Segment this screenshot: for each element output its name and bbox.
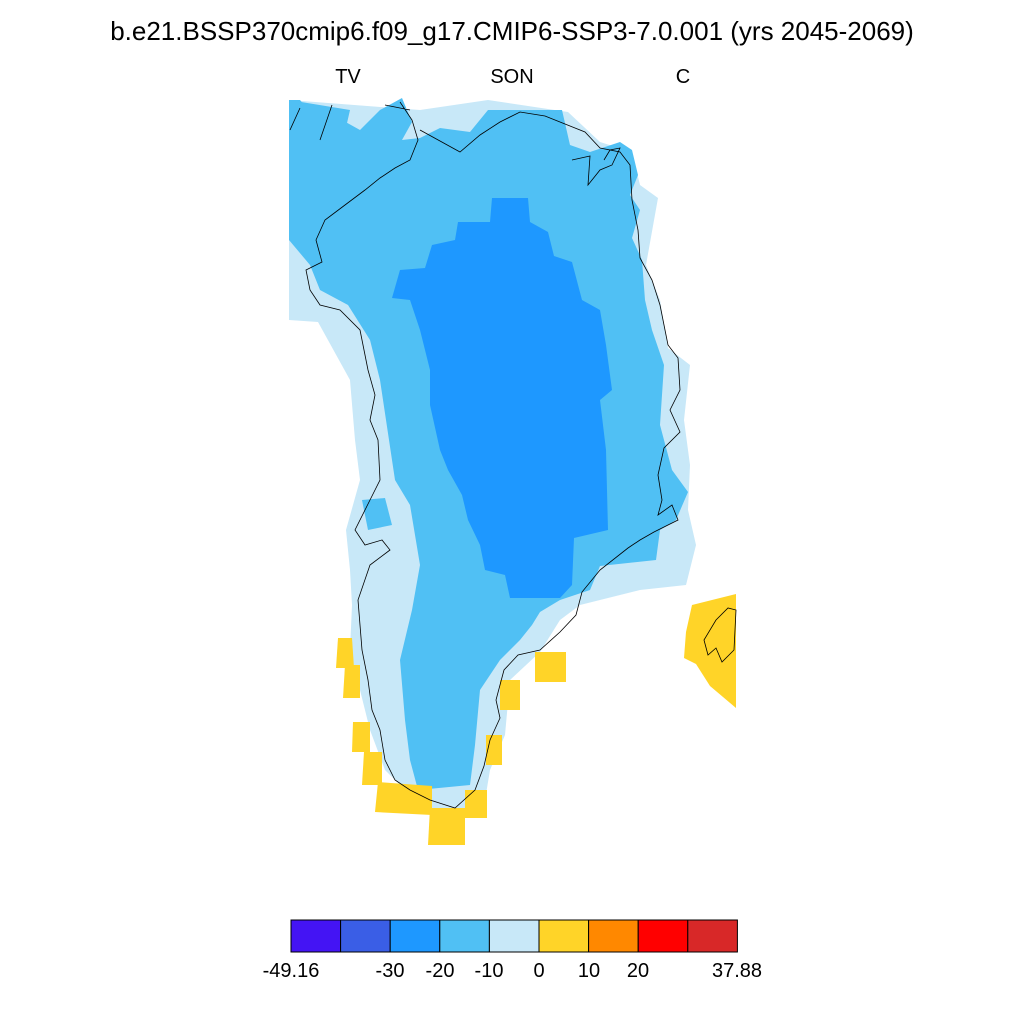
colorbar-tick-label: 37.88 — [711, 960, 763, 982]
colorbar-bin — [488, 919, 540, 953]
plot-title: b.e21.BSSP370cmip6.f09_g17.CMIP6-SSP3-7.… — [110, 16, 914, 46]
colorbar-bin — [637, 919, 689, 953]
colorbar-bin — [389, 919, 441, 953]
subtitle-units: C — [675, 66, 691, 88]
colorbar-tick-label: -49.16 — [262, 960, 320, 982]
colorbar-tick-label: -10 — [474, 960, 504, 982]
colorbar-bin — [340, 919, 391, 953]
region-0-to-10 — [336, 594, 736, 845]
subtitle-variable: TV — [335, 66, 361, 88]
colorbar-bin — [290, 919, 342, 953]
subtitle-season: SON — [490, 66, 534, 88]
colorbar-tick-label: -20 — [425, 960, 455, 982]
colorbar-tick-label: -30 — [375, 960, 405, 982]
colorbar-bin — [588, 919, 639, 953]
region-neg20-to-neg30 — [392, 198, 612, 598]
colorbar-tick-label: 20 — [626, 960, 650, 982]
colorbar-bin — [538, 919, 590, 953]
colorbar-tick-label: 0 — [533, 960, 545, 982]
colorbar-tick-label: 10 — [577, 960, 601, 982]
colorbar — [290, 919, 738, 953]
colorbar-bin — [687, 919, 738, 953]
coastline — [289, 101, 681, 809]
colorbar-bin — [439, 919, 490, 953]
